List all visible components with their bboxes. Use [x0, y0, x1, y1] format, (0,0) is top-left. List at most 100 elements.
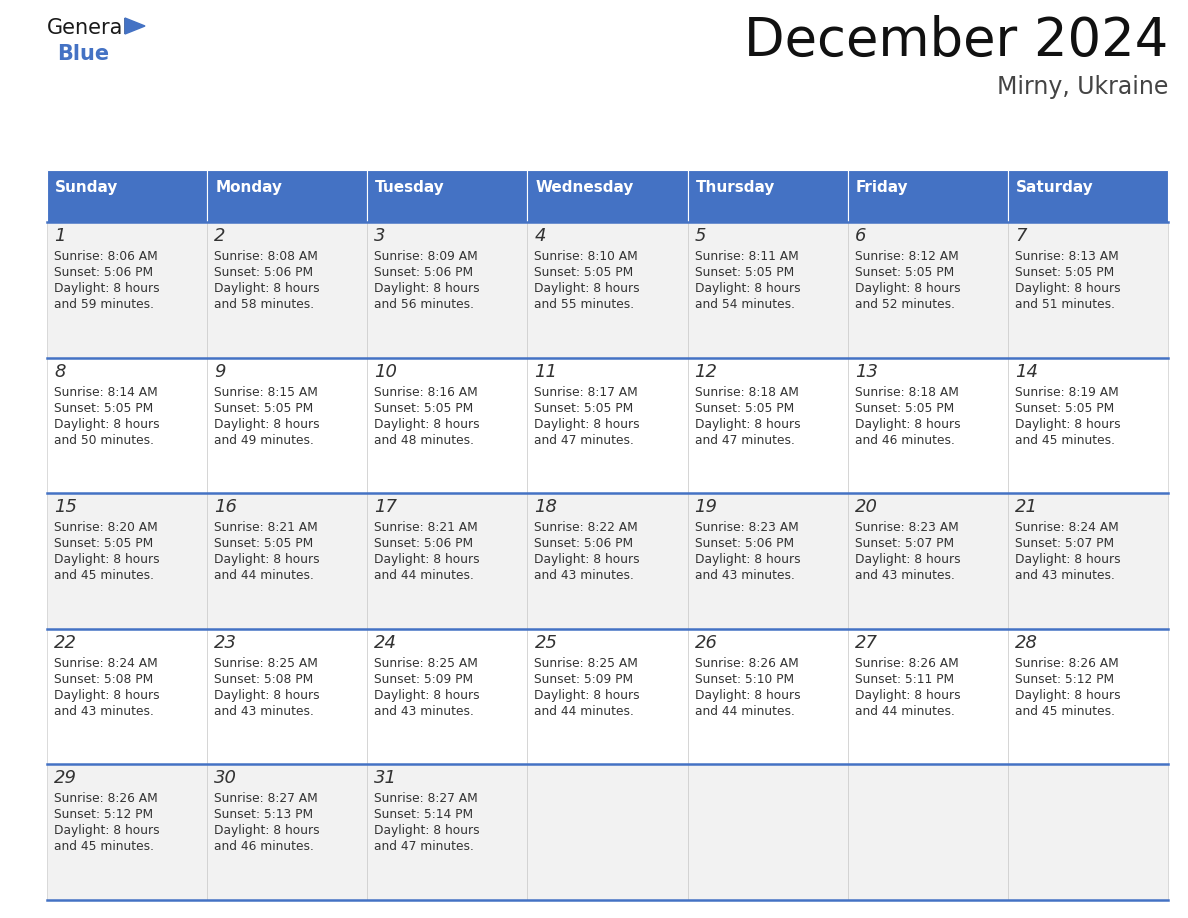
- Bar: [367, 493, 527, 629]
- Bar: [848, 358, 1007, 493]
- Text: 26: 26: [695, 633, 718, 652]
- Text: Daylight: 8 hours: Daylight: 8 hours: [374, 282, 480, 295]
- Text: Sunset: 5:08 PM: Sunset: 5:08 PM: [53, 673, 153, 686]
- Text: Monday: Monday: [215, 180, 282, 195]
- Text: and 43 minutes.: and 43 minutes.: [1015, 569, 1114, 582]
- Text: Sunrise: 8:24 AM: Sunrise: 8:24 AM: [1015, 521, 1119, 534]
- Text: Sunset: 5:12 PM: Sunset: 5:12 PM: [1015, 673, 1114, 686]
- Bar: [848, 493, 1007, 629]
- Text: and 52 minutes.: and 52 minutes.: [854, 298, 955, 311]
- Text: 6: 6: [854, 227, 866, 245]
- Text: 17: 17: [374, 498, 397, 516]
- Text: Daylight: 8 hours: Daylight: 8 hours: [695, 418, 801, 431]
- Text: Daylight: 8 hours: Daylight: 8 hours: [53, 554, 159, 566]
- Text: 18: 18: [535, 498, 557, 516]
- Bar: [1007, 170, 1168, 222]
- Text: Daylight: 8 hours: Daylight: 8 hours: [374, 688, 480, 701]
- Bar: [527, 629, 688, 765]
- Text: Sunset: 5:05 PM: Sunset: 5:05 PM: [854, 266, 954, 279]
- Text: Daylight: 8 hours: Daylight: 8 hours: [854, 554, 960, 566]
- Text: 1: 1: [53, 227, 65, 245]
- Text: 7: 7: [1015, 227, 1026, 245]
- Bar: [48, 358, 207, 493]
- Bar: [207, 765, 367, 900]
- Text: Friday: Friday: [855, 180, 909, 195]
- Text: and 43 minutes.: and 43 minutes.: [535, 569, 634, 582]
- Text: Daylight: 8 hours: Daylight: 8 hours: [214, 688, 320, 701]
- Bar: [48, 222, 207, 358]
- Text: Daylight: 8 hours: Daylight: 8 hours: [695, 282, 801, 295]
- Text: 14: 14: [1015, 363, 1038, 381]
- Bar: [207, 358, 367, 493]
- Text: Sunset: 5:07 PM: Sunset: 5:07 PM: [854, 537, 954, 550]
- Bar: [367, 629, 527, 765]
- Bar: [207, 170, 367, 222]
- Text: Daylight: 8 hours: Daylight: 8 hours: [535, 554, 640, 566]
- Text: and 44 minutes.: and 44 minutes.: [535, 705, 634, 718]
- Text: and 48 minutes.: and 48 minutes.: [374, 433, 474, 446]
- Text: Sunrise: 8:26 AM: Sunrise: 8:26 AM: [1015, 656, 1119, 670]
- Text: Sunset: 5:06 PM: Sunset: 5:06 PM: [535, 537, 633, 550]
- Text: and 43 minutes.: and 43 minutes.: [53, 705, 154, 718]
- Text: and 45 minutes.: and 45 minutes.: [1015, 433, 1114, 446]
- Text: Sunset: 5:09 PM: Sunset: 5:09 PM: [374, 673, 473, 686]
- Bar: [688, 358, 848, 493]
- Text: and 44 minutes.: and 44 minutes.: [854, 705, 955, 718]
- Text: Sunrise: 8:25 AM: Sunrise: 8:25 AM: [214, 656, 318, 670]
- Text: 10: 10: [374, 363, 397, 381]
- Text: 5: 5: [695, 227, 706, 245]
- Text: 13: 13: [854, 363, 878, 381]
- Text: 3: 3: [374, 227, 386, 245]
- Text: and 50 minutes.: and 50 minutes.: [53, 433, 154, 446]
- Text: Sunset: 5:05 PM: Sunset: 5:05 PM: [214, 401, 314, 415]
- Text: Sunset: 5:11 PM: Sunset: 5:11 PM: [854, 673, 954, 686]
- Text: Sunset: 5:12 PM: Sunset: 5:12 PM: [53, 809, 153, 822]
- Bar: [1007, 222, 1168, 358]
- Text: 9: 9: [214, 363, 226, 381]
- Text: and 59 minutes.: and 59 minutes.: [53, 298, 154, 311]
- Text: Sunset: 5:05 PM: Sunset: 5:05 PM: [53, 401, 153, 415]
- Bar: [207, 222, 367, 358]
- Bar: [1007, 629, 1168, 765]
- Bar: [527, 493, 688, 629]
- Text: Daylight: 8 hours: Daylight: 8 hours: [214, 554, 320, 566]
- Text: Sunrise: 8:16 AM: Sunrise: 8:16 AM: [374, 386, 478, 398]
- Text: Sunset: 5:05 PM: Sunset: 5:05 PM: [695, 401, 794, 415]
- Text: Sunset: 5:10 PM: Sunset: 5:10 PM: [695, 673, 794, 686]
- Text: Sunset: 5:05 PM: Sunset: 5:05 PM: [695, 266, 794, 279]
- Text: and 47 minutes.: and 47 minutes.: [695, 433, 795, 446]
- Text: Daylight: 8 hours: Daylight: 8 hours: [1015, 554, 1120, 566]
- Text: Daylight: 8 hours: Daylight: 8 hours: [53, 688, 159, 701]
- Text: and 45 minutes.: and 45 minutes.: [53, 569, 154, 582]
- Bar: [1007, 358, 1168, 493]
- Bar: [367, 170, 527, 222]
- Bar: [207, 493, 367, 629]
- Text: 2: 2: [214, 227, 226, 245]
- Text: 25: 25: [535, 633, 557, 652]
- Text: Daylight: 8 hours: Daylight: 8 hours: [535, 282, 640, 295]
- Text: Sunset: 5:06 PM: Sunset: 5:06 PM: [695, 537, 794, 550]
- Text: Sunrise: 8:20 AM: Sunrise: 8:20 AM: [53, 521, 158, 534]
- Bar: [48, 170, 207, 222]
- Bar: [527, 170, 688, 222]
- Text: and 44 minutes.: and 44 minutes.: [695, 705, 795, 718]
- Text: 4: 4: [535, 227, 546, 245]
- Text: 15: 15: [53, 498, 77, 516]
- Text: 23: 23: [214, 633, 238, 652]
- Text: Sunrise: 8:14 AM: Sunrise: 8:14 AM: [53, 386, 158, 398]
- Text: and 43 minutes.: and 43 minutes.: [214, 705, 314, 718]
- Text: Daylight: 8 hours: Daylight: 8 hours: [214, 824, 320, 837]
- Text: Daylight: 8 hours: Daylight: 8 hours: [535, 418, 640, 431]
- Text: and 55 minutes.: and 55 minutes.: [535, 298, 634, 311]
- Text: Sunrise: 8:22 AM: Sunrise: 8:22 AM: [535, 521, 638, 534]
- Bar: [367, 222, 527, 358]
- Bar: [688, 493, 848, 629]
- Text: 24: 24: [374, 633, 397, 652]
- Text: Daylight: 8 hours: Daylight: 8 hours: [854, 418, 960, 431]
- Bar: [48, 765, 207, 900]
- Text: Daylight: 8 hours: Daylight: 8 hours: [695, 688, 801, 701]
- Text: Daylight: 8 hours: Daylight: 8 hours: [53, 418, 159, 431]
- Text: Sunrise: 8:19 AM: Sunrise: 8:19 AM: [1015, 386, 1119, 398]
- Bar: [367, 358, 527, 493]
- Text: and 43 minutes.: and 43 minutes.: [695, 569, 795, 582]
